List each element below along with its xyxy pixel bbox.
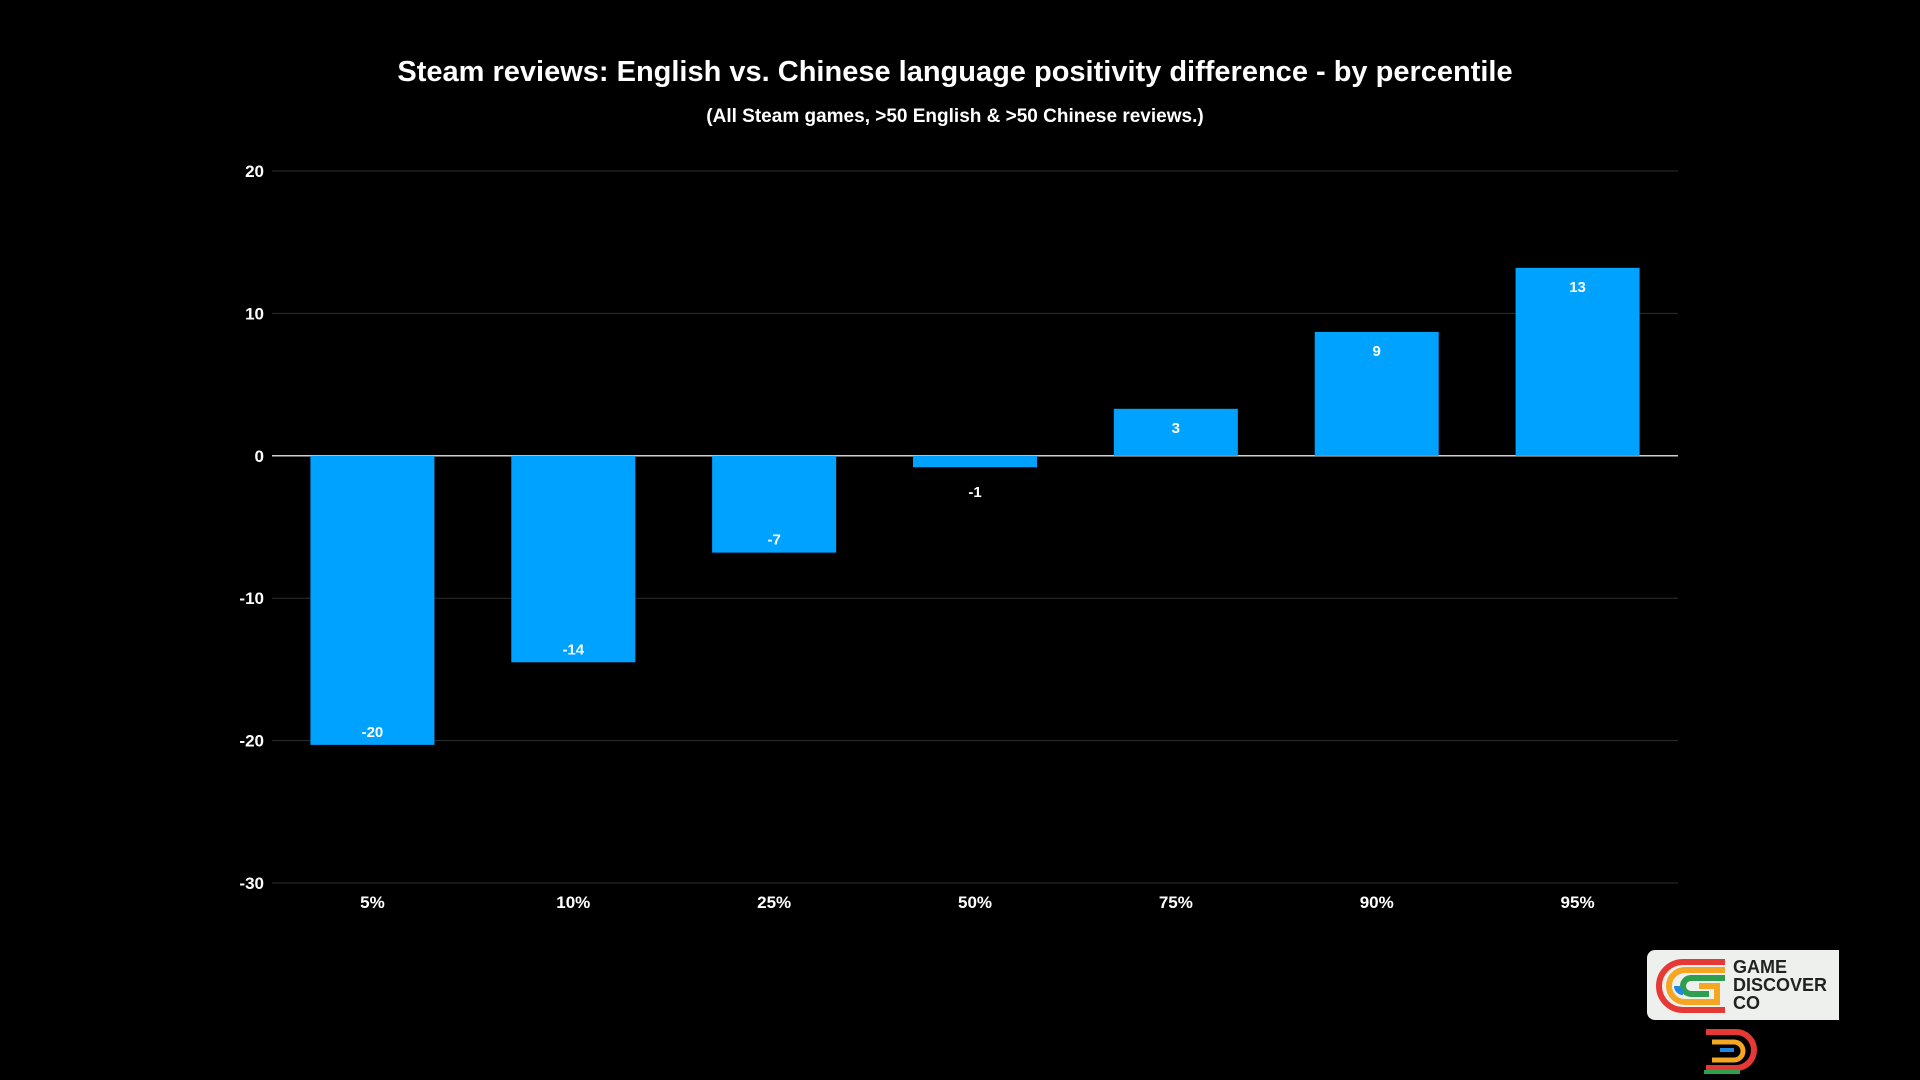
x-tick-label: 10%: [556, 893, 590, 912]
data-label: 9: [1373, 343, 1381, 360]
y-tick-label: 20: [245, 162, 264, 181]
logo-word-2: DISCOVER: [1733, 975, 1828, 995]
secondary-logo-icon: [1704, 1029, 1757, 1074]
bar-25pct: [712, 455, 837, 553]
logo-wordmark: GAME DISCOVER CO: [1733, 958, 1827, 1012]
x-tick-label: 75%: [1159, 893, 1193, 912]
data-label: -1: [968, 484, 981, 501]
bar-75pct: [1113, 408, 1238, 456]
y-tick-label: -20: [239, 732, 264, 751]
bar-10pct: [511, 455, 636, 663]
x-tick-label: 90%: [1360, 893, 1394, 912]
x-tick-label: 5%: [360, 893, 385, 912]
y-tick-label: -30: [239, 874, 264, 893]
data-label: -14: [562, 641, 584, 658]
y-tick-label: 10: [245, 304, 264, 323]
x-tick-label: 95%: [1561, 893, 1595, 912]
logo-word-1: GAME: [1733, 957, 1787, 977]
x-tick-label: 50%: [958, 893, 992, 912]
chart-title: Steam reviews: English vs. Chinese langu…: [397, 56, 1513, 88]
logo-mark-icon: [1656, 959, 1725, 1013]
bar-5pct: [310, 455, 435, 745]
y-tick-label: -10: [239, 589, 264, 608]
x-tick-label: 25%: [757, 893, 791, 912]
bar-50pct: [913, 455, 1037, 468]
data-label: -20: [362, 724, 384, 741]
logo-word-3: CO: [1733, 993, 1760, 1013]
data-label: 3: [1172, 420, 1180, 437]
bar-95pct: [1515, 267, 1640, 456]
data-label: -7: [767, 532, 780, 549]
bar-90pct: [1314, 331, 1439, 456]
y-tick-label: 0: [255, 447, 264, 466]
game-discover-co-logo: GAME DISCOVER CO: [1647, 950, 1839, 1020]
data-label: 13: [1569, 279, 1586, 296]
chart-subtitle: (All Steam games, >50 English & >50 Chin…: [706, 106, 1204, 127]
